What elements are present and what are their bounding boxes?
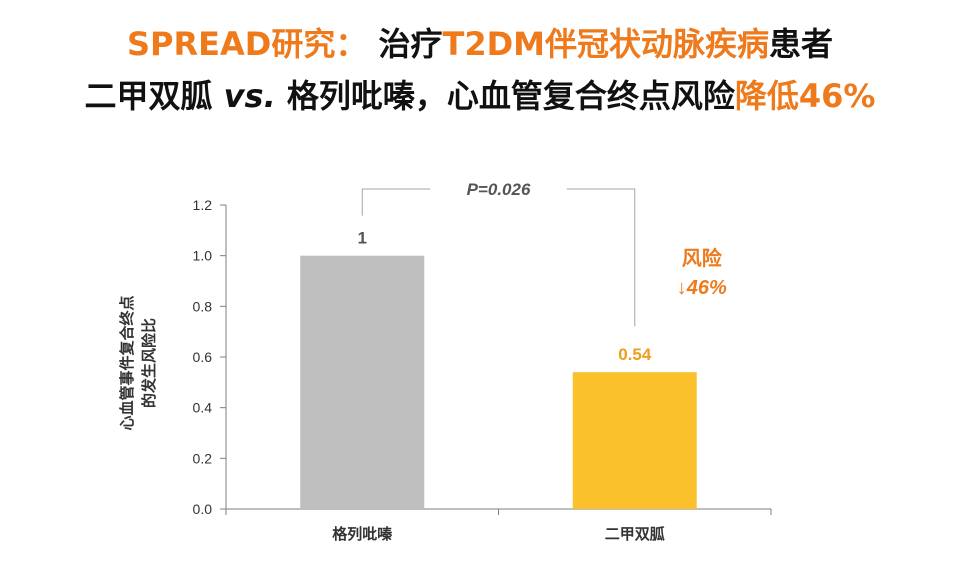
risk-change-label: ↓46%	[677, 277, 727, 299]
y-axis-label-line-2: 的发生风险比	[140, 318, 158, 408]
y-ticks: 0.0 0.2 0.4 0.6 0.8 1.0 1.2	[193, 197, 226, 517]
title-text-metformin: 二甲双胍	[84, 77, 224, 115]
annotations: P=0.026 风险 ↓46%	[361, 180, 727, 327]
y-tick-label: 1.2	[193, 197, 213, 213]
title-text-vs: vs.	[223, 77, 276, 115]
title-line-1: SPREAD研究： 治疗T2DM伴冠状动脉疾病患者	[0, 24, 960, 64]
title-text-reduction: 降低46%	[734, 77, 876, 115]
title-text-comparison: 格列吡嗪，心血管复合终点风险	[275, 77, 735, 115]
title-text-disease: T2DM伴冠状动脉疾病	[442, 25, 769, 63]
category-label: 格列吡嗪	[332, 525, 392, 543]
p-bracket-right	[566, 188, 636, 327]
bar-value-label: 0.54	[618, 345, 652, 364]
bar-value-label: 1	[358, 229, 367, 248]
category-labels: 格列吡嗪 二甲双胍	[332, 525, 665, 543]
y-tick-label: 1.0	[193, 248, 213, 264]
y-axis-label: 心血管事件复合终点 的发生风险比	[118, 295, 158, 430]
bar-1	[300, 255, 425, 509]
bars: 10.54	[300, 229, 697, 509]
y-tick-label: 0.0	[193, 501, 213, 517]
study-name: SPREAD研究：	[126, 25, 368, 63]
y-tick-label: 0.4	[193, 400, 213, 416]
p-bracket-left	[361, 188, 431, 216]
title-line-2: 二甲双胍 vs. 格列吡嗪，心血管复合终点风险降低46%	[0, 76, 960, 116]
category-label: 二甲双胍	[605, 525, 665, 543]
y-axis-label-line-1: 心血管事件复合终点	[118, 295, 136, 430]
y-tick-label: 0.2	[193, 450, 213, 466]
y-tick-label: 0.8	[193, 298, 213, 314]
risk-label: 风险	[682, 246, 723, 270]
title-text-treat: 治疗	[378, 25, 443, 63]
y-tick-label: 0.6	[193, 349, 213, 365]
title-text-patients: 患者	[769, 25, 834, 63]
p-value-label: P=0.026	[467, 180, 531, 199]
bar-2	[572, 372, 697, 509]
